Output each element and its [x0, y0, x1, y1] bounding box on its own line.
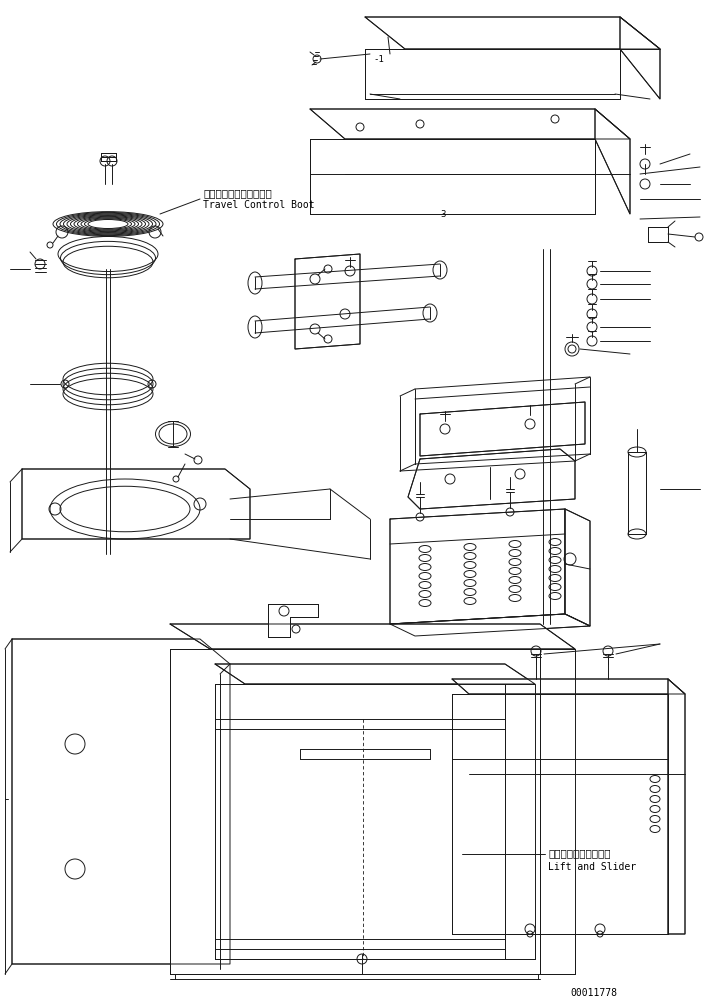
Polygon shape	[668, 679, 685, 934]
Polygon shape	[420, 403, 585, 457]
Polygon shape	[648, 227, 668, 242]
Polygon shape	[452, 694, 668, 934]
Polygon shape	[215, 684, 505, 959]
Polygon shape	[390, 614, 590, 636]
Polygon shape	[170, 624, 575, 649]
Polygon shape	[170, 649, 540, 974]
Text: 走行コントロールブート: 走行コントロールブート	[203, 187, 271, 197]
Polygon shape	[295, 255, 360, 350]
Polygon shape	[310, 140, 595, 214]
Polygon shape	[565, 509, 590, 626]
Polygon shape	[390, 509, 565, 624]
Polygon shape	[22, 470, 250, 539]
Polygon shape	[310, 110, 630, 140]
Polygon shape	[628, 453, 646, 534]
Text: Lift and Slider: Lift and Slider	[548, 861, 636, 871]
Polygon shape	[365, 50, 620, 100]
Text: リフトおよびスライダ: リフトおよびスライダ	[548, 847, 611, 857]
Polygon shape	[101, 158, 116, 162]
Polygon shape	[12, 639, 230, 964]
Text: Travel Control Boot: Travel Control Boot	[203, 199, 315, 209]
Polygon shape	[620, 18, 660, 100]
Text: 00011778: 00011778	[570, 987, 617, 997]
Polygon shape	[505, 684, 535, 959]
Polygon shape	[268, 604, 318, 637]
Polygon shape	[540, 649, 575, 974]
Polygon shape	[408, 450, 575, 509]
Polygon shape	[365, 18, 660, 50]
Polygon shape	[215, 664, 535, 684]
Text: -1: -1	[373, 55, 384, 64]
Polygon shape	[595, 110, 630, 214]
Polygon shape	[452, 679, 685, 694]
Polygon shape	[101, 154, 116, 158]
Text: 3: 3	[440, 209, 446, 218]
